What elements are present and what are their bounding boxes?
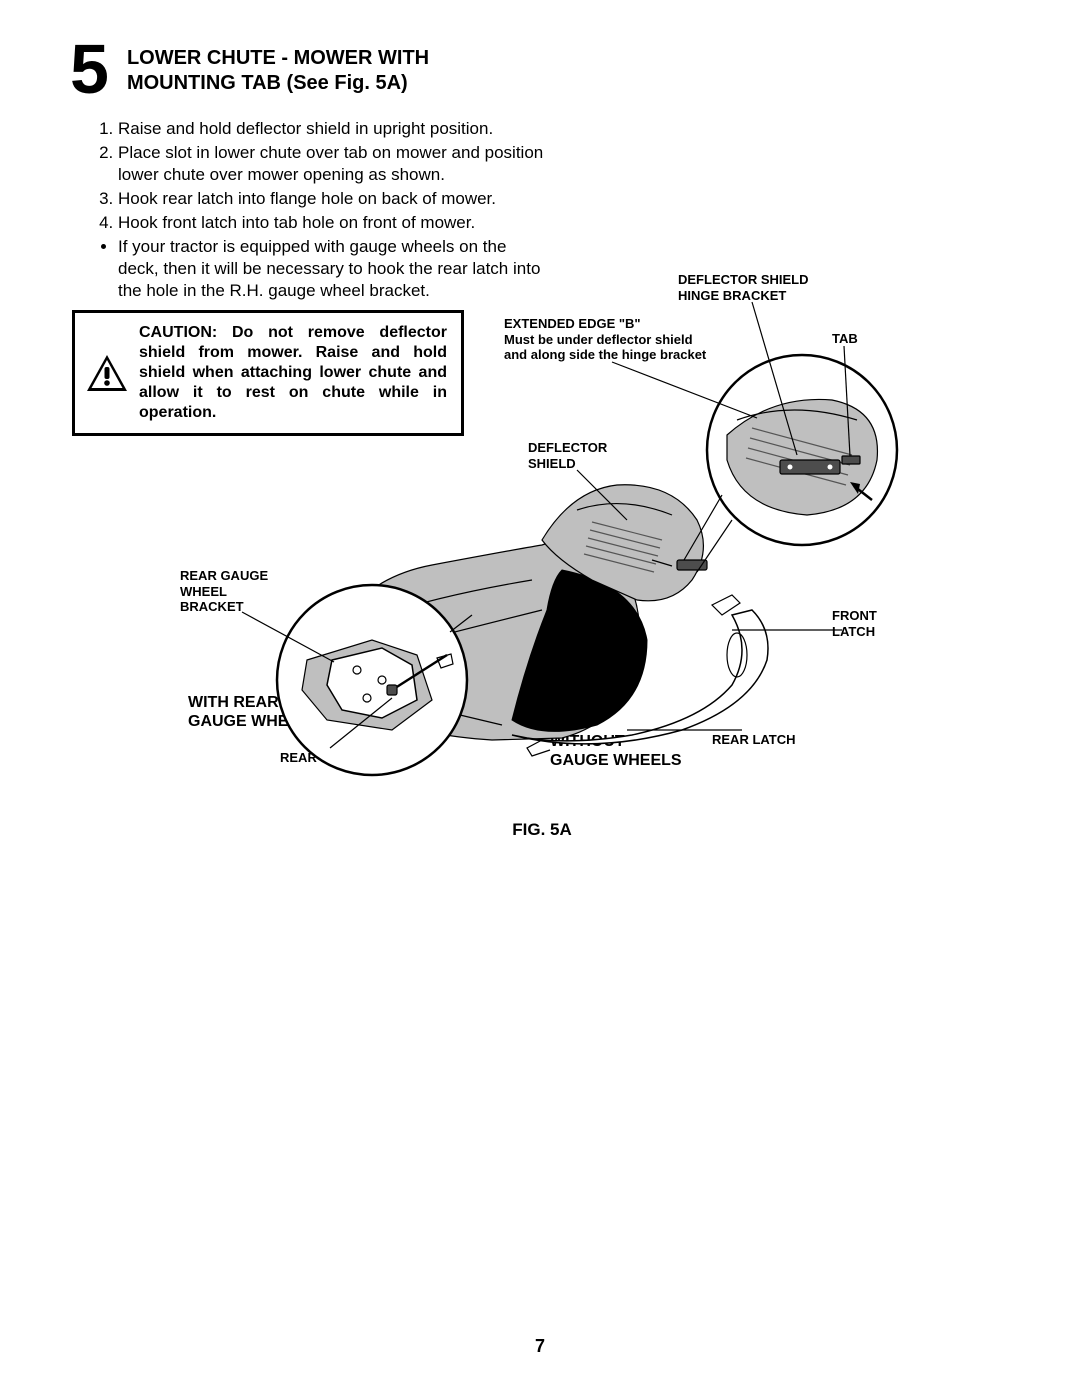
- instruction-item: Raise and hold deflector shield in uprig…: [118, 118, 550, 140]
- figure-5a: DEFLECTOR SHIELD HINGE BRACKET EXTENDED …: [72, 260, 1012, 840]
- figure-illustration: [72, 260, 1012, 820]
- step-number: 5: [70, 40, 107, 100]
- instruction-item: Place slot in lower chute over tab on mo…: [118, 142, 550, 186]
- instruction-item: Hook front latch into tab hole on front …: [118, 212, 550, 234]
- detail-top-right: [707, 355, 897, 545]
- figure-caption: FIG. 5A: [72, 820, 1012, 840]
- detail-bottom-left: [277, 585, 467, 775]
- manual-page: 5 LOWER CHUTE - MOWER WITH MOUNTING TAB …: [0, 0, 1080, 1397]
- step-title: LOWER CHUTE - MOWER WITH MOUNTING TAB (S…: [127, 40, 429, 96]
- step-header: 5 LOWER CHUTE - MOWER WITH MOUNTING TAB …: [70, 40, 1010, 100]
- instruction-item: Hook rear latch into flange hole on back…: [118, 188, 550, 210]
- page-number: 7: [0, 1336, 1080, 1357]
- step-title-line2: MOUNTING TAB (See Fig. 5A): [127, 72, 408, 94]
- step-title-line1: LOWER CHUTE - MOWER WITH: [127, 47, 429, 69]
